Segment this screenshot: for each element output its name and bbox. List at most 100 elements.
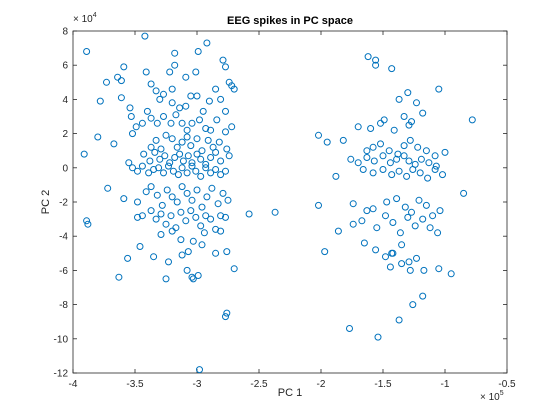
x-tick-label: -1.5 — [374, 379, 392, 390]
data-point — [138, 212, 146, 220]
data-point — [143, 107, 151, 115]
data-point — [183, 266, 191, 274]
data-point — [150, 166, 158, 173]
data-point — [115, 273, 123, 281]
data-point — [359, 166, 367, 173]
data-point — [197, 222, 205, 230]
data-point — [223, 309, 231, 317]
data-point — [202, 160, 210, 168]
data-point — [321, 248, 329, 256]
data-point — [203, 39, 211, 47]
data-point — [217, 95, 225, 103]
data-point — [435, 85, 443, 93]
data-point — [129, 164, 136, 172]
data-point — [193, 150, 201, 158]
data-point — [83, 217, 91, 225]
data-point — [171, 154, 179, 161]
data-point — [188, 159, 196, 167]
data-point — [212, 85, 220, 93]
data-point — [431, 152, 439, 160]
data-point — [156, 95, 164, 103]
data-point — [332, 172, 340, 180]
data-point — [182, 102, 190, 110]
data-point — [167, 119, 175, 127]
data-point — [193, 135, 201, 143]
data-point — [222, 128, 229, 136]
data-point — [369, 205, 377, 213]
data-point — [134, 213, 141, 221]
data-points — [80, 32, 476, 374]
data-point — [395, 167, 403, 175]
data-point — [388, 249, 396, 257]
data-point — [222, 107, 229, 115]
data-point — [432, 162, 440, 170]
data-point — [358, 217, 366, 225]
data-point — [413, 99, 420, 107]
data-point — [468, 116, 476, 124]
data-point — [84, 220, 92, 228]
data-point — [373, 224, 381, 232]
data-point — [436, 207, 444, 215]
data-point — [150, 253, 158, 261]
x-tick-label: -2 — [317, 379, 326, 390]
data-point — [196, 366, 203, 374]
data-point — [168, 135, 176, 143]
data-point — [395, 316, 403, 324]
data-point — [386, 159, 394, 167]
data-point — [178, 164, 186, 172]
data-point — [124, 254, 132, 262]
data-point — [215, 138, 223, 146]
data-point — [222, 63, 229, 71]
data-point — [147, 183, 155, 191]
data-point — [349, 200, 357, 208]
data-point — [405, 121, 413, 129]
data-point — [393, 155, 401, 163]
data-point — [157, 145, 165, 153]
data-point — [379, 152, 387, 160]
data-point — [188, 162, 196, 170]
data-point — [419, 109, 427, 117]
data-point — [171, 49, 179, 57]
y-tick-label: 8 — [62, 27, 68, 38]
data-point — [199, 107, 207, 115]
data-point — [153, 119, 161, 127]
y-tick-label: -10 — [54, 334, 69, 345]
data-point — [178, 183, 186, 191]
data-point — [403, 172, 411, 180]
data-point — [219, 189, 227, 197]
data-point — [245, 210, 253, 218]
data-point — [187, 207, 195, 215]
data-point — [188, 273, 196, 281]
data-point — [398, 260, 406, 268]
data-point — [372, 56, 380, 64]
data-point — [152, 215, 160, 223]
data-point — [363, 147, 371, 155]
data-point — [422, 201, 430, 209]
data-point — [214, 200, 222, 208]
data-point — [383, 198, 391, 206]
data-point — [96, 97, 104, 105]
data-point — [413, 254, 420, 262]
data-point — [169, 167, 177, 175]
data-point — [364, 53, 372, 61]
data-point — [160, 90, 167, 98]
data-point — [404, 89, 412, 97]
data-point — [394, 150, 402, 158]
data-point — [435, 265, 443, 273]
data-point — [369, 169, 377, 177]
data-point — [349, 220, 357, 228]
data-point — [183, 133, 191, 141]
y-axis-label: PC 2 — [40, 190, 52, 214]
data-point — [212, 249, 220, 257]
data-point — [417, 155, 425, 163]
data-point — [360, 239, 368, 247]
data-point — [156, 155, 164, 163]
data-point — [136, 243, 144, 250]
data-point — [377, 140, 384, 148]
data-point — [395, 95, 403, 103]
data-point — [184, 248, 192, 256]
data-point — [401, 203, 409, 211]
data-point — [323, 138, 331, 146]
y-axis-exponent: × 104 — [73, 12, 97, 25]
